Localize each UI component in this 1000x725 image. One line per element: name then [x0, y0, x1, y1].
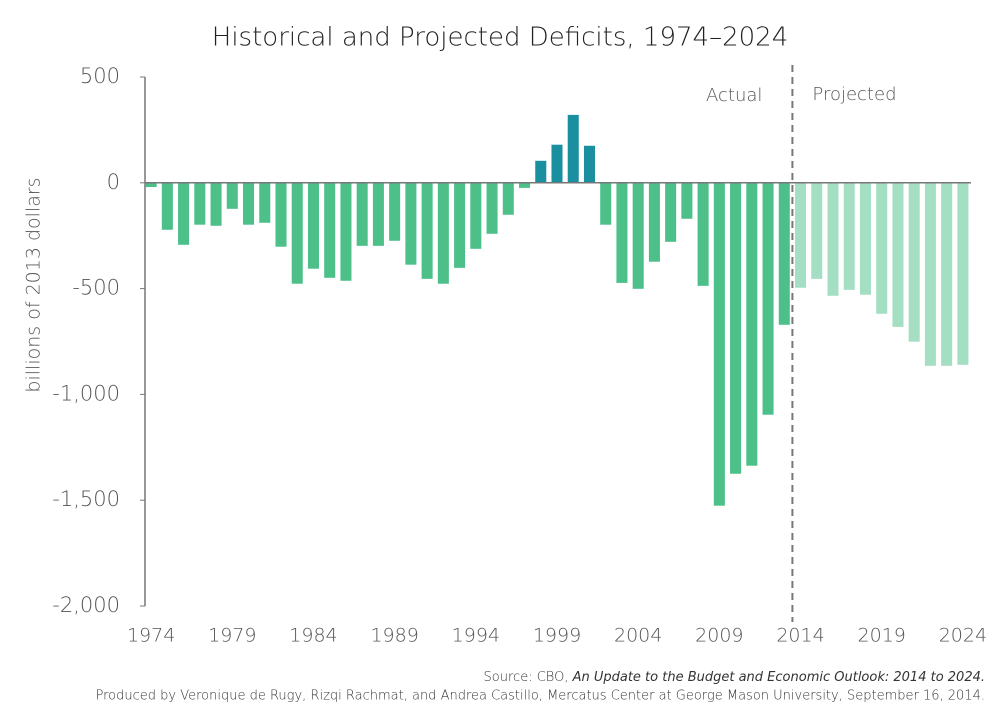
credit: Produced by Veronique de Rugy, Rizqi Rac… [96, 689, 986, 704]
y-tick-label: -1,000 [52, 381, 120, 405]
bar [243, 182, 255, 225]
x-tick-label: 2024 [939, 625, 987, 647]
bar [648, 182, 660, 262]
bar [908, 182, 920, 342]
x-tick-label: 2019 [858, 625, 906, 647]
bar [697, 182, 709, 286]
x-tick-label: 1989 [370, 625, 418, 647]
bar [859, 182, 871, 295]
chart-title: Historical and Projected Deficits, 1974–… [212, 23, 788, 53]
x-tick-label: 1974 [127, 625, 175, 647]
source-title: An Update to the Budget and Economic Out… [572, 670, 985, 685]
bar [746, 182, 758, 466]
bar [194, 182, 206, 225]
bar [600, 182, 612, 225]
annotation: Projected [812, 84, 896, 105]
bar [616, 182, 628, 283]
bar [454, 182, 466, 268]
bar [713, 182, 725, 506]
y-tick-label: -500 [72, 276, 120, 300]
bar [795, 182, 807, 288]
bar [502, 182, 514, 215]
bar [275, 182, 287, 247]
bar [632, 182, 644, 289]
bar [307, 182, 319, 269]
bar [161, 182, 173, 230]
bar [259, 182, 271, 223]
bar [778, 182, 790, 325]
bar [178, 182, 190, 245]
bar [421, 182, 433, 279]
y-tick-label: 500 [80, 64, 120, 88]
bar [730, 182, 742, 474]
bar [665, 182, 677, 242]
bar [291, 182, 303, 284]
y-tick-label: -2,000 [52, 593, 120, 617]
bar [145, 182, 157, 188]
bar [567, 114, 579, 183]
bar [324, 182, 336, 278]
bar [372, 182, 384, 246]
bar [389, 182, 401, 241]
y-tick-label: -1,500 [52, 487, 120, 511]
bar [470, 182, 482, 249]
source: Source: CBO, An Update to the Budget and… [484, 670, 985, 685]
x-tick-label: 1984 [289, 625, 337, 647]
bar [681, 182, 693, 219]
bar [535, 160, 547, 183]
x-tick-label: 1979 [208, 625, 256, 647]
bar [762, 182, 774, 415]
bar [405, 182, 417, 265]
y-axis-title: billions of 2013 dollars [23, 177, 45, 392]
bar [340, 182, 352, 281]
bar [486, 182, 498, 234]
x-tick-label: 1999 [533, 625, 581, 647]
bar [551, 144, 563, 183]
bar [876, 182, 888, 314]
x-tick-label: 2014 [776, 625, 824, 647]
x-tick-label: 2009 [695, 625, 743, 647]
bar [437, 182, 449, 284]
bar [226, 182, 238, 209]
bar [843, 182, 855, 290]
bar [210, 182, 222, 226]
source-prefix: Source: CBO, [484, 670, 569, 685]
annotation: Actual [706, 85, 762, 106]
bar [941, 182, 953, 366]
bar [519, 182, 531, 188]
bar [892, 182, 904, 327]
y-tick-label: 0 [107, 170, 120, 194]
x-tick-label: 1994 [452, 625, 500, 647]
bar [957, 182, 969, 365]
x-tick-label: 2004 [614, 625, 662, 647]
bar [356, 182, 368, 246]
bar [924, 182, 936, 366]
bar [583, 145, 595, 183]
bar [827, 182, 839, 296]
bar [811, 182, 823, 279]
